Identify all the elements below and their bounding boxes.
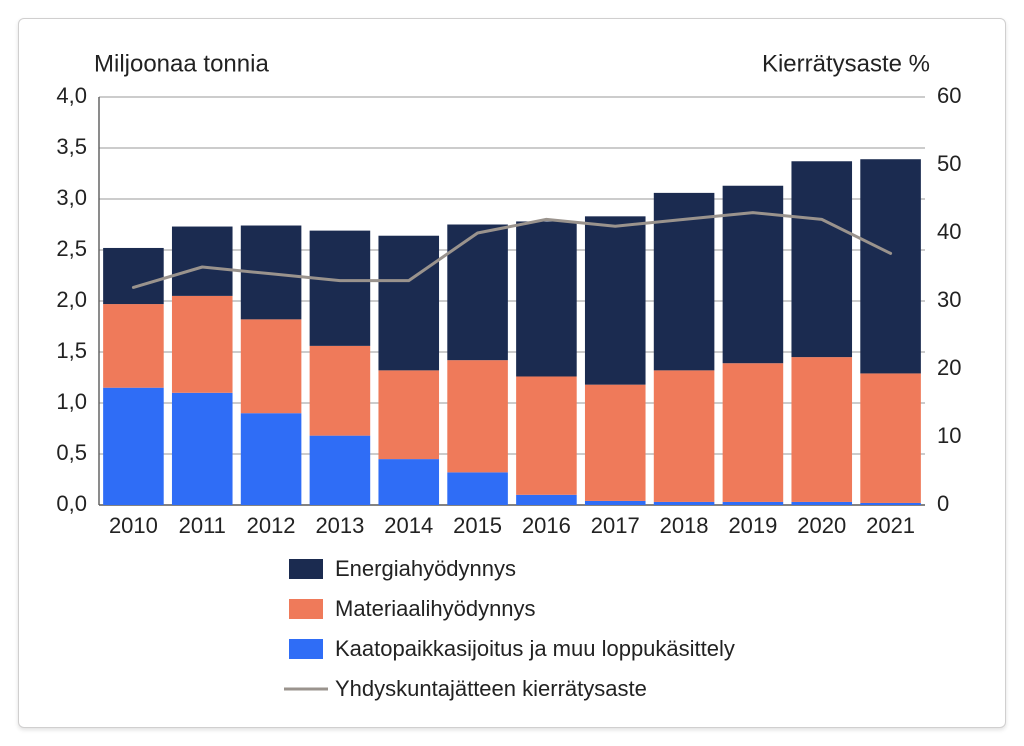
left-axis-title: Miljoonaa tonnia [94, 50, 269, 77]
bar-kaatopaikka [654, 502, 715, 505]
svg-text:3,0: 3,0 [56, 185, 87, 210]
x-tick-label: 2015 [453, 513, 502, 538]
svg-text:20: 20 [937, 355, 961, 380]
bar-kaatopaikka [447, 472, 508, 505]
bar-materiaali [516, 376, 577, 494]
legend-energia-label: Energiahyödynnys [335, 556, 516, 581]
legend: Energiahyödynnys Materiaalihyödynnys Kaato… [284, 556, 735, 701]
x-tick-label: 2019 [728, 513, 777, 538]
chart-card: Miljoonaa tonnia Kierrätysaste % 0,0 0,5 1,0… [18, 18, 1006, 728]
bar-energia [585, 216, 646, 384]
svg-text:0,5: 0,5 [56, 440, 87, 465]
bar-energia [791, 161, 852, 357]
bar-kaatopaikka [241, 413, 302, 505]
x-tick-label: 2016 [522, 513, 571, 538]
svg-text:10: 10 [937, 423, 961, 448]
x-tick-label: 2014 [384, 513, 433, 538]
svg-text:2,5: 2,5 [56, 236, 87, 261]
legend-energia-swatch [289, 559, 323, 579]
bar-materiaali [241, 319, 302, 413]
bar-materiaali [654, 370, 715, 502]
bar-materiaali [172, 296, 233, 393]
svg-text:1,5: 1,5 [56, 338, 87, 363]
legend-kaatopaikka-label: Kaatopaikkasijoitus ja muu loppukäsittel… [335, 636, 735, 661]
bar-kaatopaikka [103, 388, 164, 505]
bar-energia [103, 248, 164, 304]
bar-kaatopaikka [723, 502, 784, 505]
bar-materiaali [310, 346, 371, 436]
bar-materiaali [103, 304, 164, 388]
legend-materiaali-label: Materiaalihyödynnys [335, 596, 536, 621]
bar-materiaali [791, 357, 852, 502]
bar-energia [378, 236, 439, 371]
right-axis-title: Kierrätysaste % [762, 50, 930, 77]
legend-recycling-rate-label: Yhdyskuntajätteen kierrätysaste [335, 676, 647, 701]
x-tick-label: 2020 [797, 513, 846, 538]
x-tick-label: 2017 [591, 513, 640, 538]
chart-svg: Miljoonaa tonnia Kierrätysaste % 0,0 0,5 1,0… [19, 19, 1005, 727]
x-tick-label: 2021 [866, 513, 915, 538]
bar-kaatopaikka [378, 459, 439, 505]
x-tick-label: 2011 [179, 513, 226, 538]
x-tick-label: 2010 [109, 513, 158, 538]
svg-text:50: 50 [937, 151, 961, 176]
svg-text:30: 30 [937, 287, 961, 312]
x-tick-label: 2018 [660, 513, 709, 538]
svg-text:3,5: 3,5 [56, 134, 87, 159]
bar-materiaali [378, 370, 439, 459]
x-tick-label: 2012 [247, 513, 296, 538]
bar-materiaali [585, 385, 646, 501]
bar-kaatopaikka [516, 495, 577, 505]
bar-kaatopaikka [310, 436, 371, 505]
bar-materiaali [860, 373, 921, 503]
svg-text:2,0: 2,0 [56, 287, 87, 312]
svg-text:0: 0 [937, 491, 949, 516]
bar-kaatopaikka [172, 393, 233, 505]
x-tick-label: 2013 [315, 513, 364, 538]
bar-kaatopaikka [791, 502, 852, 505]
svg-text:4,0: 4,0 [56, 83, 87, 108]
svg-text:40: 40 [937, 219, 961, 244]
legend-materiaali-swatch [289, 599, 323, 619]
bar-energia [516, 221, 577, 376]
bar-energia [172, 227, 233, 296]
svg-text:0,0: 0,0 [56, 491, 87, 516]
bar-kaatopaikka [860, 503, 921, 505]
svg-text:1,0: 1,0 [56, 389, 87, 414]
bar-materiaali [723, 363, 784, 502]
bar-materiaali [447, 360, 508, 472]
svg-text:60: 60 [937, 83, 961, 108]
legend-kaatopaikka-swatch [289, 639, 323, 659]
bar-energia [860, 159, 921, 373]
bar-energia [310, 231, 371, 346]
bar-kaatopaikka [585, 501, 646, 505]
bar-energia [447, 225, 508, 361]
